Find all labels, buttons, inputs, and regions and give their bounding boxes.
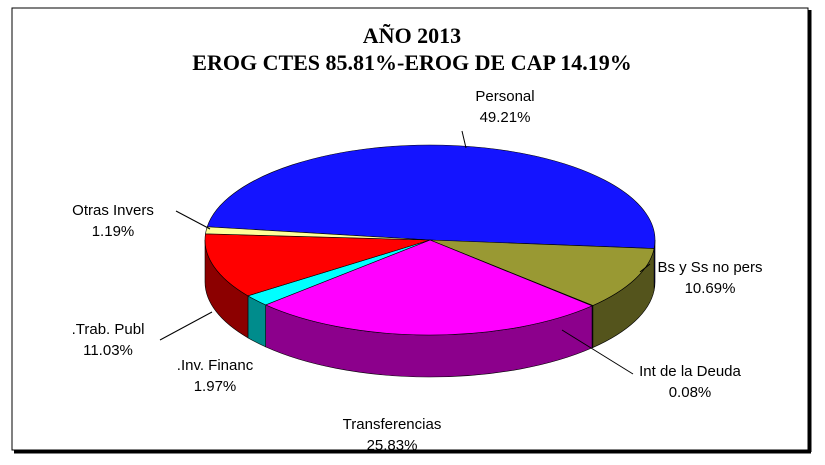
slice-value-label: 10.69% bbox=[685, 280, 736, 297]
slice bbox=[206, 144, 656, 249]
slice-label: Bs y Ss no pers bbox=[657, 259, 762, 276]
leader-line bbox=[561, 329, 634, 375]
leader-line bbox=[159, 311, 213, 341]
slice-value-label: 0.08% bbox=[669, 384, 712, 401]
slice bbox=[429, 239, 655, 306]
chart-title: AÑO 2013 bbox=[363, 23, 461, 48]
leader-line bbox=[175, 210, 211, 230]
slice-label: Otras Invers bbox=[72, 202, 154, 219]
slice bbox=[205, 226, 431, 241]
slice-label: Int de la Deuda bbox=[639, 363, 741, 380]
slice bbox=[264, 239, 593, 336]
leader-line bbox=[461, 130, 467, 149]
slice-label: .Inv. Financ bbox=[177, 357, 254, 374]
slice-label: Personal bbox=[475, 88, 534, 105]
slice-label: Transferencias bbox=[343, 416, 442, 433]
pie bbox=[204, 144, 656, 378]
leader-line bbox=[639, 263, 651, 273]
slice-value-label: 49.21% bbox=[480, 109, 531, 126]
slice-label: .Trab. Publ bbox=[72, 321, 145, 338]
chart-subtitle: EROG CTES 85.81%-EROG DE CAP 14.19% bbox=[192, 50, 631, 75]
slice bbox=[204, 233, 431, 297]
slice-value-label: 1.97% bbox=[194, 378, 237, 395]
slice-value-label: 1.19% bbox=[92, 223, 135, 240]
slice-value-label: 25.83% bbox=[367, 437, 418, 454]
slice-value-label: 11.03% bbox=[83, 342, 133, 359]
